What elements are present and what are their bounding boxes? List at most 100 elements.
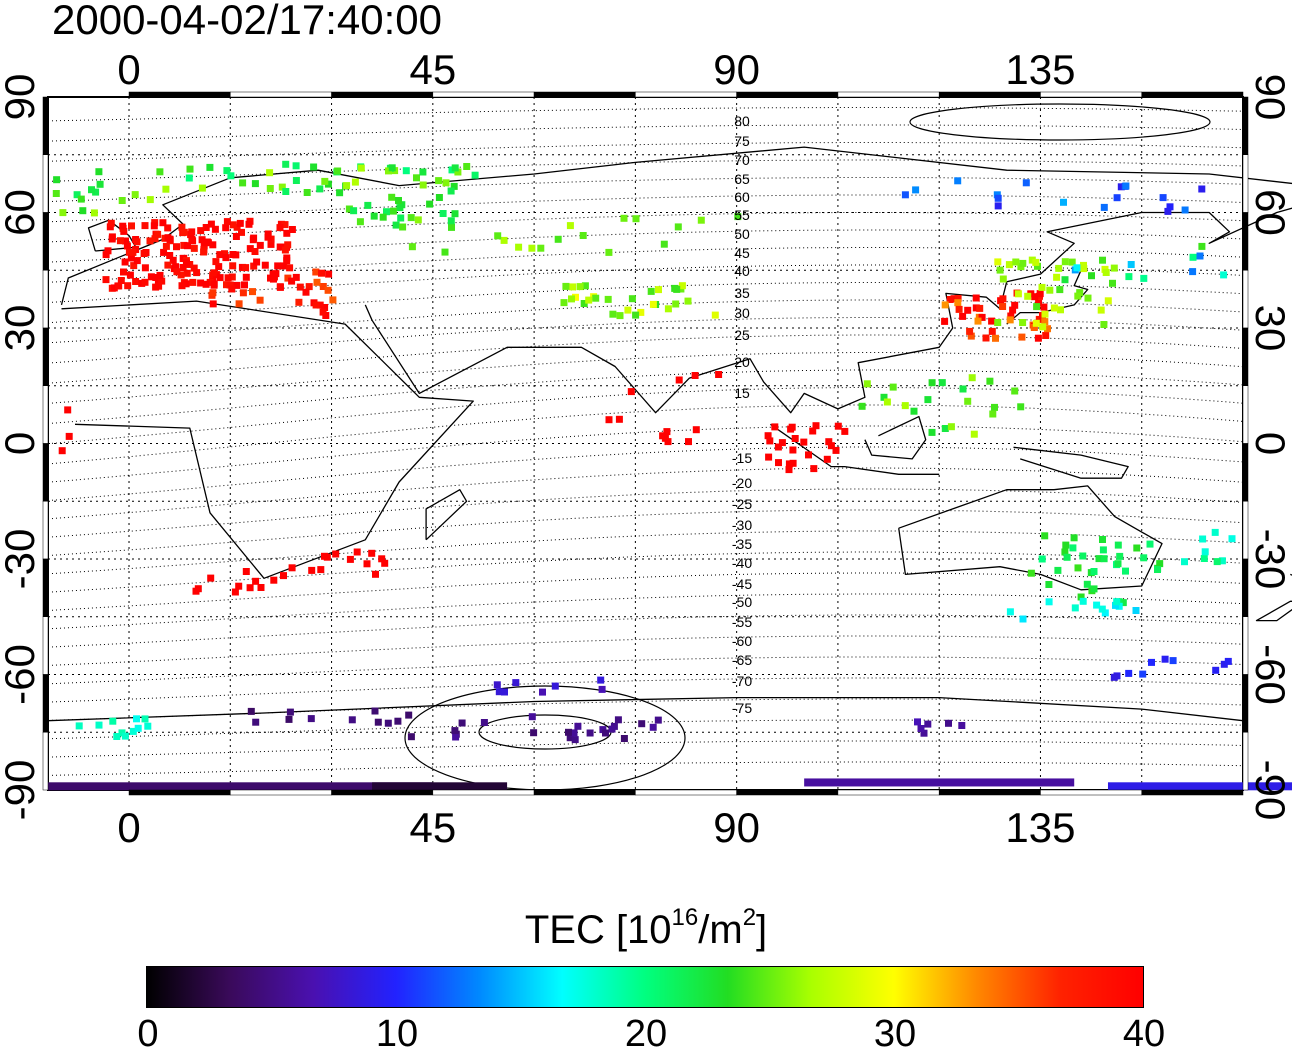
tec-cell [288,277,296,285]
tec-cell [1099,536,1106,543]
tec-cell [253,258,261,266]
tec-cell [282,160,290,168]
tec-cell [664,305,672,313]
tec-cell [302,288,310,296]
tec-cell [528,713,536,721]
tec-cell [1031,293,1039,301]
contour-line [47,404,1244,465]
tec-cell [200,248,208,256]
tec-polar-strip [1107,782,1292,791]
tec-cell [999,275,1007,283]
tec-cell [397,214,405,222]
left-tick-bar [42,616,49,675]
tec-cell [1201,548,1209,556]
tec-cell [202,280,210,288]
tec-cell [270,576,278,584]
coastline-segment [1006,270,1089,325]
tec-cell [216,274,224,282]
tec-cell [239,179,247,187]
tec-cell [154,230,162,238]
colorbar-tick-20: 20 [624,1013,668,1055]
tec-cell [592,294,600,302]
contour-line [47,247,1244,283]
tec-cell [941,317,949,325]
lon-tick-label-bottom: 45 [409,804,456,851]
tec-cell [562,282,570,290]
tec-cell [809,427,817,435]
tec-cell [597,676,605,684]
bottom-tick-bar [533,789,636,796]
tec-cell [448,223,455,231]
tec-cell [1007,312,1015,320]
tec-cell [1036,290,1044,298]
tec-cell [800,438,808,446]
tec-cell [964,306,972,314]
tec-cell [1018,333,1026,341]
tec-cell [408,243,416,251]
tec-cell [605,416,613,424]
tec-cell [955,305,963,313]
colorbar-tick-30: 30 [873,1013,917,1055]
tec-cell [280,572,287,580]
tec-cell [691,372,699,379]
contour-line [47,142,1244,162]
tec-cell [108,233,116,241]
tec-cell [608,725,616,733]
tec-cell [131,191,139,199]
tec-cell [1228,535,1236,543]
tec-cell [560,299,568,307]
tec-cell [1114,560,1122,568]
lon-tick-label-top: 0 [117,46,140,93]
tec-cell [264,233,272,241]
tec-cell [616,312,624,320]
contour-label: 25 [734,327,750,343]
contour-line [47,212,1244,243]
frame-ticks [42,91,1249,796]
tec-cells [48,160,1292,791]
tec-cell [169,256,177,264]
tec-cell [198,236,206,244]
tec-cell [566,222,574,230]
tec-cell [1148,658,1155,666]
tec-cell [210,269,218,277]
tec-world-map: 80 75 70 65 60 55 50 45 40 35 30 25 20 15 -15 -20 -25 -30… [0,46,1292,851]
tec-cell [1181,206,1189,214]
tec-cell [1044,325,1051,333]
tec-cell [938,379,946,387]
tec-cell [124,282,132,290]
tec-cell [278,183,286,191]
left-tick-bar [42,732,49,791]
tec-cell [226,281,234,289]
tec-cell [285,715,293,723]
tec-cell [348,716,356,724]
contour-label: -25 [732,496,752,512]
bottom-tick-bar [837,789,940,796]
tec-cell [242,568,250,575]
tec-cell [209,300,217,308]
tec-cell [994,194,1002,202]
lat-tick-label-right: -90 [1247,760,1292,821]
tec-cell [1011,387,1019,395]
tec-cell [200,242,208,250]
tec-cell [266,169,274,177]
tec-cell [500,236,508,244]
tec-cell [1070,534,1078,542]
tec-cell [241,281,248,289]
tec-cell [319,308,327,316]
tec-cell [439,210,447,217]
tec-cell [173,243,180,251]
top-tick-bar [837,91,940,98]
contour-label: 50 [734,226,750,242]
contour-line [47,677,1244,703]
tec-cell [715,371,723,378]
bottom-tick-bar [736,789,839,796]
tec-cell [734,213,742,221]
tec-cell [223,281,230,289]
tec-cell [247,707,255,715]
tec-cell [115,282,123,290]
tec-cell [384,719,392,727]
tec-cell [303,189,311,196]
tec-cell [363,560,371,568]
bottom-tick-bar [432,789,535,796]
tec-cell [1084,294,1092,302]
